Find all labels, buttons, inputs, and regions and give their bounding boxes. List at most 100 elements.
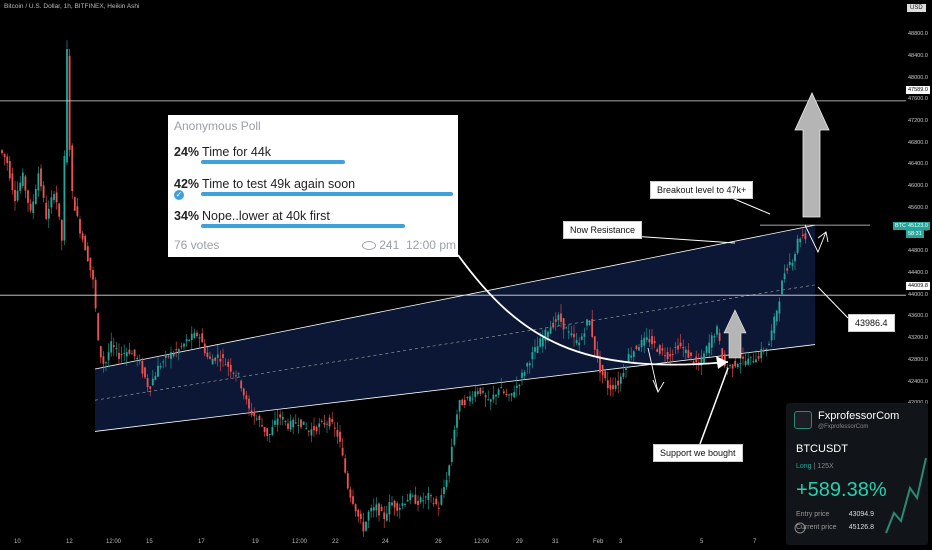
candle-body xyxy=(593,336,596,350)
candle-body xyxy=(339,431,341,442)
candle-body xyxy=(331,419,334,423)
candle-body xyxy=(107,352,110,361)
poll-option-2[interactable]: 42% Time to test 49k again soon ✓ xyxy=(174,175,454,200)
level-tag-upper: 47589.0 xyxy=(906,86,930,94)
zigzag-arrow xyxy=(804,224,827,254)
candle-body xyxy=(752,361,755,363)
poll-votes: 76 votes xyxy=(174,238,220,252)
candle-body xyxy=(666,351,669,360)
candle-body xyxy=(349,489,352,498)
candle-body xyxy=(279,414,282,418)
candle-body xyxy=(674,346,677,348)
poll-option-text: Nope..lower at 40k first xyxy=(202,209,330,223)
card-entry-label: Entry price xyxy=(796,511,830,518)
candle-body xyxy=(34,188,37,204)
candle-body xyxy=(89,257,92,271)
candle-body xyxy=(229,364,232,372)
poll-title: Anonymous Poll xyxy=(174,119,261,133)
candle-body xyxy=(183,343,185,347)
poll-views: 241 xyxy=(379,238,400,252)
candle-body xyxy=(687,350,690,358)
candle-body xyxy=(586,319,588,326)
candle-body xyxy=(760,348,763,359)
candle-body xyxy=(190,333,193,340)
candle-body xyxy=(341,447,344,456)
y-tick-label: 48800.0 xyxy=(908,31,928,38)
poll-bar xyxy=(201,160,345,164)
candle-body xyxy=(601,364,604,376)
eye-icon xyxy=(362,241,377,251)
candle-body xyxy=(692,361,695,364)
x-tick-label: 12:00 xyxy=(474,539,490,545)
x-tick-label: 3 xyxy=(619,539,623,545)
candle-body xyxy=(424,496,427,498)
candle-body xyxy=(287,423,289,429)
candle-body xyxy=(744,361,747,365)
candle-body xyxy=(440,495,443,505)
poll-option-pct: 34% xyxy=(174,209,200,223)
candle-body xyxy=(50,197,53,208)
candle-body xyxy=(625,367,627,370)
candle-body xyxy=(66,49,68,163)
currency-label[interactable]: USD xyxy=(907,4,926,12)
candle-body xyxy=(739,362,742,365)
candle-body xyxy=(445,480,448,487)
candle-body xyxy=(125,352,128,357)
logo-icon xyxy=(794,411,812,429)
poll-option-text: Time for 44k xyxy=(202,145,272,159)
candle-body xyxy=(380,506,383,511)
candle-body xyxy=(575,340,578,344)
candle-body xyxy=(606,380,609,389)
candle-body xyxy=(679,342,682,347)
candle-body xyxy=(216,354,219,358)
candle-body xyxy=(526,363,529,367)
candle-body xyxy=(700,356,703,366)
candle-body xyxy=(508,394,510,396)
x-tick-label: 12 xyxy=(66,539,73,545)
candle-body xyxy=(536,346,539,353)
candle-body xyxy=(796,238,799,253)
candle-body xyxy=(258,416,261,421)
candle-body xyxy=(531,352,534,360)
candle-body xyxy=(801,234,804,236)
candle-body xyxy=(487,399,490,401)
candle-body xyxy=(115,348,118,350)
candle-body xyxy=(162,361,165,363)
candle-body xyxy=(783,273,786,280)
y-tick-label: 44000.0 xyxy=(908,291,928,298)
x-tick-label: 24 xyxy=(382,539,389,545)
candle-body xyxy=(151,378,154,386)
poll-bar xyxy=(201,224,405,228)
candle-body xyxy=(401,503,404,506)
channel-mid-line xyxy=(94,284,816,401)
poll-option-1[interactable]: 24% Time for 44k xyxy=(174,143,454,164)
candle-body xyxy=(157,365,159,377)
x-tick-label: 7 xyxy=(753,539,757,545)
y-tick-label: 42400.0 xyxy=(908,378,928,385)
poll-option-3[interactable]: 34% Nope..lower at 40k first xyxy=(174,207,454,228)
candle-body xyxy=(40,168,42,187)
x-tick-label: 22 xyxy=(332,539,339,545)
candle-body xyxy=(237,373,240,375)
candle-body xyxy=(731,364,734,369)
candle-body xyxy=(144,367,146,378)
candle-body xyxy=(742,356,744,359)
candle-body xyxy=(60,219,63,241)
candle-body xyxy=(58,203,61,217)
candle-body xyxy=(528,363,531,366)
candle-body xyxy=(695,356,698,363)
candle-body xyxy=(427,492,430,501)
candle-body xyxy=(297,424,300,426)
candle-body xyxy=(775,310,778,322)
card-current-value: 45126.8 xyxy=(848,524,874,531)
candle-body xyxy=(547,331,549,338)
candle-body xyxy=(723,353,726,367)
x-tick-label: 17 xyxy=(198,539,205,545)
price-connector xyxy=(817,286,849,319)
candle-body xyxy=(515,385,518,388)
channel-lower-line xyxy=(94,344,816,432)
candle-body xyxy=(505,393,508,396)
candle-body xyxy=(627,353,630,362)
candle-body xyxy=(224,364,227,366)
candle-body xyxy=(721,348,724,361)
